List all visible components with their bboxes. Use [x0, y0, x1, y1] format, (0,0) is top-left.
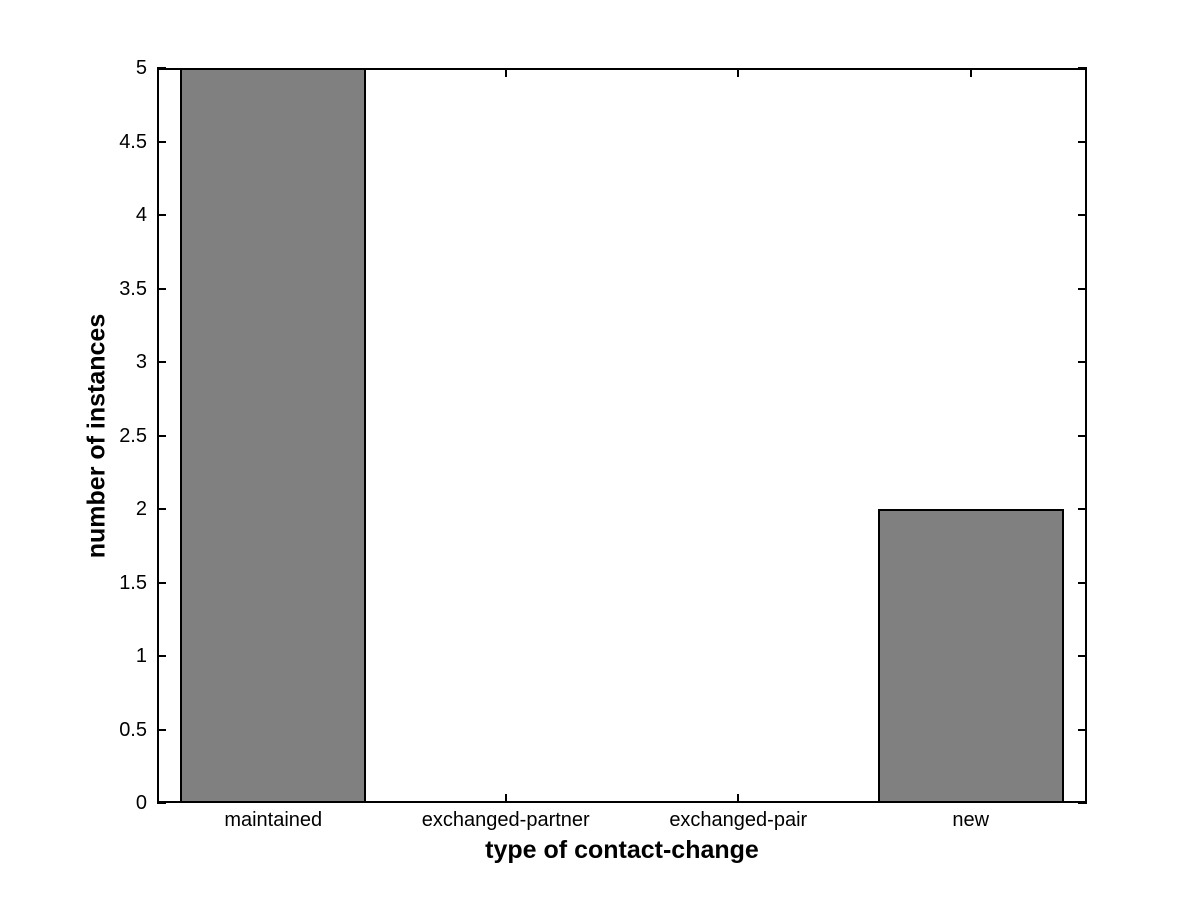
y-tick-label: 1.5: [119, 571, 147, 594]
y-tick-label: 4.5: [119, 130, 147, 153]
bar-maintained: [180, 68, 367, 803]
y-tick-label: 5: [135, 57, 147, 79]
y-tick-left: [157, 508, 166, 510]
y-tick-right: [1078, 655, 1087, 657]
x-tick-bottom: [504, 794, 507, 803]
y-tick-right: [1078, 508, 1087, 510]
y-tick-label: 1: [135, 645, 147, 667]
x-axis-label: type of contact-change: [485, 836, 759, 864]
y-tick-left: [157, 140, 166, 143]
x-tick-label: maintained: [224, 809, 323, 831]
x-tick-label: exchanged-partner: [421, 809, 590, 831]
bar-new: [877, 509, 1064, 803]
y-tick-right: [1078, 214, 1087, 216]
y-tick-label: 3.5: [119, 277, 147, 300]
y-tick-right: [1078, 140, 1087, 143]
y-tick-label: 0.5: [119, 718, 147, 741]
y-tick-right: [1078, 581, 1087, 584]
y-tick-right: [1078, 434, 1087, 437]
x-tick-label: new: [952, 809, 990, 831]
y-tick-right: [1078, 802, 1087, 804]
y-tick-label: 2.5: [119, 424, 147, 447]
y-tick-right: [1078, 67, 1087, 69]
x-tick-top: [737, 68, 740, 77]
y-tick-left: [157, 655, 166, 657]
y-tick-label: 3: [135, 351, 147, 373]
y-tick-left: [157, 67, 166, 69]
y-tick-right: [1078, 361, 1087, 363]
y-tick-right: [1078, 728, 1087, 731]
y-tick-left: [157, 728, 166, 731]
y-tick-label: 2: [135, 498, 147, 520]
y-tick-left: [157, 581, 166, 584]
x-tick-bottom: [737, 794, 740, 803]
y-tick-left: [157, 802, 166, 804]
y-tick-left: [157, 361, 166, 363]
y-tick-label: 4: [135, 204, 147, 226]
x-tick-label: exchanged-pair: [669, 809, 808, 831]
y-tick-right: [1078, 287, 1087, 290]
x-tick-top: [504, 68, 507, 77]
y-tick-left: [157, 214, 166, 216]
y-tick-left: [157, 287, 166, 290]
y-tick-left: [157, 434, 166, 437]
x-tick-top: [969, 68, 972, 77]
y-tick-label: 0: [135, 792, 147, 814]
plot-area: [157, 67, 1087, 804]
